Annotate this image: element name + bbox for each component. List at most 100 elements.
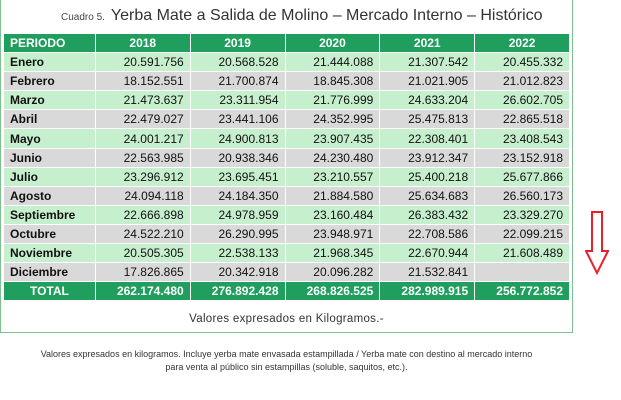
table-row: Marzo 21.473.637 23.311.954 21.776.999 2…	[3, 90, 570, 111]
row-value: 26.602.705	[474, 90, 570, 111]
table-title-text: Yerba Mate a Salida de Molino – Mercado …	[110, 7, 543, 24]
table-row: Julio 23.296.912 23.695.451 23.210.557 2…	[3, 166, 570, 187]
row-value: 23.160.484	[284, 204, 381, 225]
row-value: 24.094.118	[94, 185, 191, 206]
row-value: 23.296.912	[94, 166, 191, 187]
row-value: 20.591.756	[94, 52, 191, 73]
row-value: 22.308.401	[379, 128, 476, 149]
row-month: Julio	[3, 166, 96, 187]
header-2020: 2020	[284, 32, 381, 54]
row-value: 25.677.866	[474, 166, 570, 187]
row-value: 22.479.027	[94, 109, 191, 130]
header-periodo: PERIODO	[3, 32, 96, 54]
row-month: Abril	[3, 109, 96, 130]
row-value: 25.400.218	[379, 166, 476, 187]
row-value: 20.505.305	[94, 243, 191, 264]
total-row: TOTAL 262.174.480 276.892.428 268.826.52…	[3, 281, 570, 302]
row-value: 26.383.432	[379, 204, 476, 225]
down-arrow-icon	[585, 211, 609, 275]
row-month: Marzo	[3, 90, 96, 111]
row-value: 24.230.480	[284, 147, 381, 168]
footnote-line-1: Valores expresados en kilogramos. Incluy…	[40, 349, 533, 359]
row-value: 21.700.874	[189, 71, 286, 92]
row-value: 26.290.995	[189, 223, 286, 245]
row-month: Agosto	[3, 185, 96, 206]
header-2021: 2021	[379, 32, 476, 54]
row-value: 21.473.637	[94, 90, 191, 111]
table-title-prefix: Cuadro 5.	[61, 12, 105, 23]
source-footnote: Valores expresados en kilogramos. Incluy…	[0, 348, 573, 374]
table-title: Cuadro 5. Yerba Mate a Salida de Molino –…	[61, 7, 543, 29]
row-value	[474, 262, 570, 283]
row-value: 21.776.999	[284, 90, 381, 111]
row-value: 23.695.451	[189, 166, 286, 187]
table-row: Agosto 24.094.118 24.184.350 21.884.580 …	[3, 185, 570, 206]
production-table: PERIODO 2018 2019 2020 2021 2022 Enero 2…	[3, 32, 570, 302]
row-value: 22.708.586	[379, 223, 476, 245]
table-header-row: PERIODO 2018 2019 2020 2021 2022	[3, 32, 570, 54]
row-value: 23.408.543	[474, 128, 570, 149]
row-value: 23.152.918	[474, 147, 570, 168]
row-value: 25.634.683	[379, 185, 476, 206]
table-row: Febrero 18.152.551 21.700.874 18.845.308…	[3, 71, 570, 92]
row-value: 21.012.823	[474, 71, 570, 92]
row-value: 22.670.944	[379, 243, 476, 264]
row-value: 20.455.332	[474, 52, 570, 73]
row-value: 23.210.557	[284, 166, 381, 187]
row-value: 24.352.995	[284, 109, 381, 130]
row-value: 22.563.985	[94, 147, 191, 168]
row-value: 24.900.813	[189, 128, 286, 149]
total-value: 262.174.480	[94, 281, 191, 302]
row-month: Noviembre	[3, 243, 96, 264]
row-month: Junio	[3, 147, 96, 168]
row-month: Febrero	[3, 71, 96, 92]
table-row: Abril 22.479.027 23.441.106 24.352.995 2…	[3, 109, 570, 130]
table-row: Noviembre 20.505.305 22.538.133 21.968.3…	[3, 243, 570, 264]
row-month: Enero	[3, 52, 96, 73]
row-value: 24.001.217	[94, 128, 191, 149]
row-value: 17.826.865	[94, 262, 191, 283]
row-value: 24.978.959	[189, 204, 286, 225]
row-value: 23.441.106	[189, 109, 286, 130]
row-value: 21.532.841	[379, 262, 476, 283]
row-value: 21.444.088	[284, 52, 381, 73]
row-value: 21.021.905	[379, 71, 476, 92]
row-value: 23.907.435	[284, 128, 381, 149]
row-value: 22.538.133	[189, 243, 286, 264]
row-value: 24.522.210	[94, 223, 191, 245]
row-value: 20.938.346	[189, 147, 286, 168]
table-card: Cuadro 5. Yerba Mate a Salida de Molino –…	[0, 0, 573, 333]
row-month: Diciembre	[3, 262, 96, 283]
table-row: Junio 22.563.985 20.938.346 24.230.480 2…	[3, 147, 570, 168]
row-value: 18.152.551	[94, 71, 191, 92]
row-month: Mayo	[3, 128, 96, 149]
row-value: 22.099.215	[474, 223, 570, 245]
row-value: 24.184.350	[189, 185, 286, 206]
total-value: 282.989.915	[379, 281, 476, 302]
row-value: 23.311.954	[189, 90, 286, 111]
table-row: Octubre 24.522.210 26.290.995 23.948.971…	[3, 223, 570, 245]
row-value: 24.633.204	[379, 90, 476, 111]
row-value: 25.475.813	[379, 109, 476, 130]
row-month: Septiembre	[3, 204, 96, 225]
row-value: 20.342.918	[189, 262, 286, 283]
row-value: 18.845.308	[284, 71, 381, 92]
row-value: 22.865.518	[474, 109, 570, 130]
table-units-note: Valores expresados en Kilogramos.-	[189, 313, 384, 325]
total-value: 256.772.852	[474, 281, 570, 302]
footnote-line-2: para venta al público sin estampillas (s…	[165, 362, 408, 372]
row-value: 26.560.173	[474, 185, 570, 206]
row-value: 20.096.282	[284, 262, 381, 283]
table-body: Enero 20.591.756 20.568.528 21.444.088 2…	[3, 52, 570, 302]
row-value: 23.912.347	[379, 147, 476, 168]
row-value: 20.568.528	[189, 52, 286, 73]
table-row: Diciembre 17.826.865 20.342.918 20.096.2…	[3, 262, 570, 283]
row-month: Octubre	[3, 223, 96, 245]
total-label: TOTAL	[3, 281, 96, 302]
table-row: Enero 20.591.756 20.568.528 21.444.088 2…	[3, 52, 570, 73]
row-value: 23.329.270	[474, 204, 570, 225]
table-row: Septiembre 22.666.898 24.978.959 23.160.…	[3, 204, 570, 225]
header-2022: 2022	[474, 32, 570, 54]
header-2019: 2019	[189, 32, 286, 54]
table-row: Mayo 24.001.217 24.900.813 23.907.435 22…	[3, 128, 570, 149]
